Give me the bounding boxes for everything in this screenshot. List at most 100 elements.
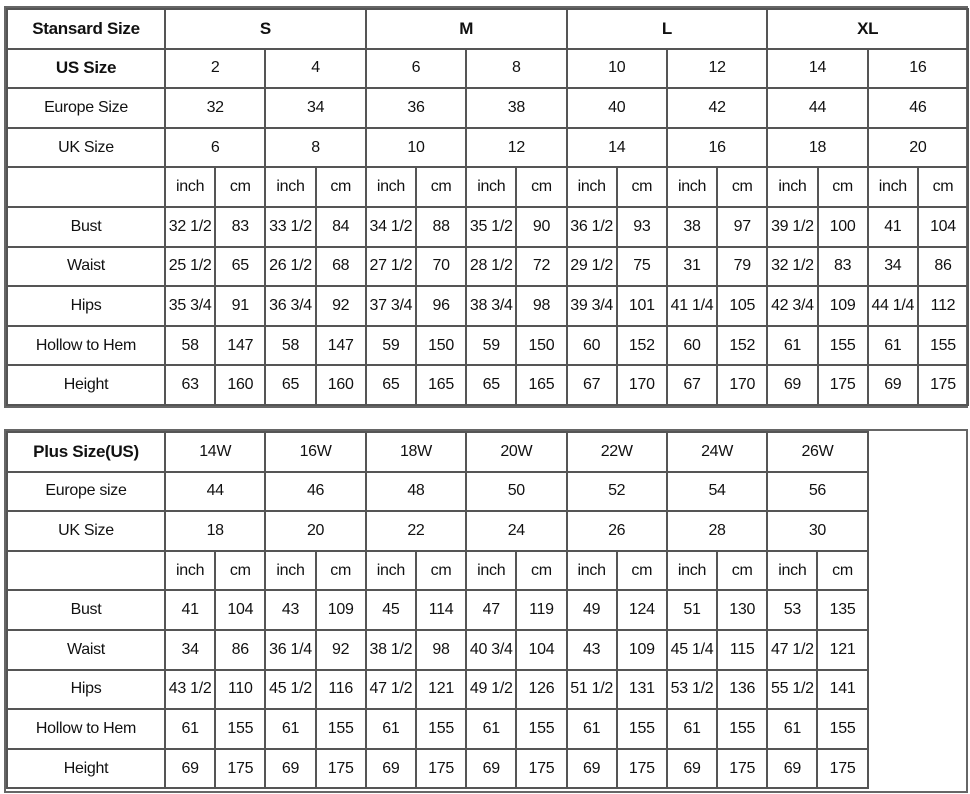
header-label: Plus Size(US): [6, 431, 166, 473]
measurement-value: 135: [816, 589, 869, 631]
measurement-value: 36 3/4: [264, 285, 317, 327]
measurement-value: 175: [414, 747, 468, 790]
size-value: 2: [163, 47, 267, 90]
measurement-value: 55 1/2: [766, 668, 819, 711]
unit-label: inch: [163, 166, 217, 208]
measurement-value: 130: [716, 589, 769, 631]
measurement-value: 51: [665, 589, 719, 631]
size-value: 14: [565, 126, 668, 169]
unit-label: cm: [515, 166, 568, 208]
measurement-value: 61: [565, 708, 618, 750]
size-group-header: XL: [766, 8, 970, 50]
units-row: inch cm inch cm inch cm inch cm inch cm inch cm inch…: [6, 549, 869, 592]
measurement-value: 70: [414, 245, 468, 288]
measurement-value: 69: [766, 747, 819, 790]
unit-label: cm: [615, 166, 668, 208]
measurement-value: 33 1/2: [264, 205, 317, 248]
measurement-value: 49: [565, 589, 618, 631]
measurement-value: 170: [716, 364, 769, 406]
measurement-value: 112: [916, 285, 970, 327]
size-value: 44: [163, 470, 267, 513]
measurement-value: 37 3/4: [364, 285, 417, 327]
measurement-value: 69: [565, 747, 618, 790]
measurement-value: 69: [163, 747, 217, 790]
size-group-header: 24W: [665, 431, 769, 473]
measurement-value: 175: [816, 747, 869, 790]
size-value: 8: [264, 126, 367, 169]
size-value: 34: [264, 87, 367, 129]
unit-label: cm: [816, 166, 869, 208]
measurement-value: 60: [565, 324, 618, 367]
measurement-value: 61: [766, 324, 819, 367]
measurement-value: 97: [716, 205, 769, 248]
measurement-value: 155: [214, 708, 267, 750]
plus-size-chart: Plus Size(US) 14W 16W 18W 20W 22W 24W 26W Europe…: [4, 429, 968, 793]
size-value: 20: [866, 126, 970, 169]
measurement-value: 175: [214, 747, 267, 790]
row-label: Height: [6, 747, 166, 790]
measurement-value: 47 1/2: [766, 628, 819, 671]
measurement-value: 38: [665, 205, 719, 248]
measurement-value: 155: [314, 708, 367, 750]
unit-label: inch: [163, 549, 217, 592]
units-row: inch cm inch cm inch cm inch cm inch cm inch cm inch…: [6, 166, 970, 208]
measurement-value: 141: [816, 668, 869, 711]
size-value: 6: [163, 126, 267, 169]
unit-label: cm: [515, 549, 568, 592]
size-group-header: L: [565, 8, 769, 50]
measurement-value: 147: [314, 324, 367, 367]
size-value: 46: [264, 470, 367, 513]
size-value: 22: [364, 510, 468, 552]
size-group-header: 22W: [565, 431, 668, 473]
measurement-value: 41 1/4: [665, 285, 719, 327]
measurement-value: 36 1/2: [565, 205, 618, 248]
measurement-value: 93: [615, 205, 668, 248]
size-value: 56: [766, 470, 869, 513]
measurement-value: 170: [615, 364, 668, 406]
size-value: 38: [465, 87, 568, 129]
size-group-header: 20W: [465, 431, 568, 473]
measurement-value: 61: [364, 708, 417, 750]
measurement-value: 39 1/2: [766, 205, 819, 248]
measurement-value: 27 1/2: [364, 245, 417, 288]
measurement-value: 155: [816, 324, 869, 367]
measurement-value: 69: [264, 747, 317, 790]
measurement-value: 43: [264, 589, 317, 631]
measurement-value: 47 1/2: [364, 668, 417, 711]
measurement-value: 155: [716, 708, 769, 750]
measurement-value: 67: [565, 364, 618, 406]
measurement-value: 109: [816, 285, 869, 327]
measurement-value: 131: [615, 668, 668, 711]
measurement-value: 61: [665, 708, 719, 750]
unit-label: inch: [565, 166, 618, 208]
measurement-row: Hips 35 3/4 91 36 3/4 92 37 3/4 96 38 3/4 98 39 3…: [6, 285, 970, 327]
measurement-value: 38 1/2: [364, 628, 417, 671]
size-value: 12: [465, 126, 568, 169]
size-group-header: 14W: [163, 431, 267, 473]
unit-label: cm: [314, 166, 367, 208]
measurement-value: 61: [766, 708, 819, 750]
size-value: 54: [665, 470, 769, 513]
measurement-value: 43: [565, 628, 618, 671]
standard-size-chart: Stansard Size S M L XL US Size 2 4 6 8 10 12 14 16 Eur…: [4, 6, 970, 408]
unit-label: cm: [615, 549, 668, 592]
measurement-value: 39 3/4: [565, 285, 618, 327]
measurement-value: 119: [515, 589, 568, 631]
measurement-value: 86: [214, 628, 267, 671]
measurement-value: 32 1/2: [163, 205, 217, 248]
measurement-value: 41: [866, 205, 919, 248]
measurement-value: 58: [264, 324, 317, 367]
size-value: 26: [565, 510, 668, 552]
size-group-header: 26W: [766, 431, 869, 473]
size-value: 6: [364, 47, 468, 90]
measurement-value: 96: [414, 285, 468, 327]
measurement-value: 63: [163, 364, 217, 406]
size-value: 12: [665, 47, 769, 90]
measurement-value: 31: [665, 245, 719, 288]
measurement-value: 69: [364, 747, 417, 790]
measurement-value: 84: [314, 205, 367, 248]
size-value: 28: [665, 510, 769, 552]
measurement-value: 150: [414, 324, 468, 367]
measurement-value: 29 1/2: [565, 245, 618, 288]
measurement-value: 35 1/2: [465, 205, 518, 248]
